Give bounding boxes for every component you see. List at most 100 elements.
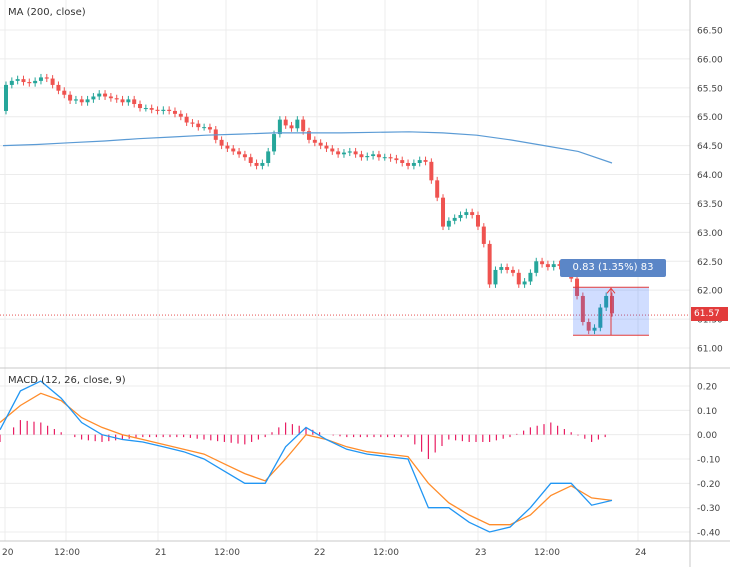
candle-body <box>522 281 527 285</box>
y-tick-label: -0.40 <box>697 529 721 539</box>
candle-body <box>429 161 434 181</box>
candle-body <box>545 264 550 268</box>
candle-body <box>540 261 545 265</box>
candle-body <box>50 78 55 85</box>
macd-legend: MACD (12, 26, close, 9) <box>8 375 126 386</box>
candle-body <box>97 93 102 97</box>
x-tick-label: 12:00 <box>214 548 240 558</box>
y-tick-label: 61.00 <box>697 345 723 355</box>
candle-body <box>21 79 26 83</box>
candle-body <box>586 321 591 331</box>
candle-body <box>481 226 486 244</box>
y-tick-label: 65.00 <box>697 113 723 123</box>
candle-body <box>167 109 172 111</box>
candle-body <box>347 151 352 153</box>
y-tick-label: 64.00 <box>697 171 723 181</box>
candle-body <box>207 127 212 130</box>
y-tick-label: 66.50 <box>697 27 723 37</box>
candle-body <box>435 180 440 198</box>
candle-body <box>336 151 341 155</box>
candle-body <box>452 217 457 221</box>
y-tick-label: -0.30 <box>697 504 721 514</box>
candle-body <box>353 151 358 155</box>
y-tick-label: -0.20 <box>697 480 721 490</box>
candle-body <box>365 156 370 158</box>
candle-body <box>470 212 475 216</box>
y-tick-label: 62.00 <box>697 287 723 297</box>
x-tick-label: 21 <box>155 548 166 558</box>
candle-body <box>301 119 306 132</box>
candle-body <box>516 272 521 285</box>
candle-body <box>161 109 166 111</box>
candle-body <box>307 131 311 140</box>
candle-body <box>33 80 38 84</box>
candle-body <box>27 82 32 84</box>
candle-body <box>295 119 300 129</box>
candle-body <box>376 154 381 158</box>
signal-line <box>0 392 613 526</box>
y-tick-label: 64.50 <box>697 142 723 152</box>
candle-body <box>237 151 242 155</box>
candle-body <box>487 243 492 285</box>
candle-body <box>557 264 562 266</box>
candle-body <box>341 152 346 155</box>
candle-body <box>406 162 411 166</box>
candle-body <box>172 110 177 114</box>
candle-body <box>114 98 119 100</box>
candle-body <box>499 267 504 270</box>
candle-body <box>289 125 294 129</box>
candle-body <box>4 84 8 111</box>
candle-body <box>231 148 236 152</box>
candle-body <box>592 327 597 331</box>
candle-body <box>155 109 160 111</box>
candle-body <box>260 162 265 166</box>
candle-body <box>56 84 61 91</box>
y-tick-label: 0.20 <box>697 383 717 393</box>
x-tick-label: 12:00 <box>373 548 399 558</box>
candle-body <box>475 215 480 227</box>
y-tick-label: 63.50 <box>697 200 723 210</box>
candle-body <box>73 99 78 101</box>
candle-body <box>318 142 323 146</box>
candle-body <box>458 215 463 218</box>
ma-legend: MA (200, close) <box>8 7 86 18</box>
candle-body <box>138 104 143 109</box>
candle-body <box>411 162 416 166</box>
candle-body <box>242 154 247 158</box>
candle-body <box>103 93 108 97</box>
candle-body <box>202 127 207 129</box>
candle-body <box>132 99 137 105</box>
candle-body <box>44 77 49 79</box>
candle-body <box>464 212 469 216</box>
candle-body <box>394 158 399 161</box>
y-tick-label: -0.10 <box>697 456 721 466</box>
candle-body <box>330 148 335 152</box>
candle-body <box>359 154 364 158</box>
candle-body <box>528 272 533 282</box>
measurement-tooltip: 0.83 (1.35%) 83 <box>560 259 666 277</box>
candle-body <box>505 267 510 270</box>
candle-body <box>277 119 282 135</box>
candle-body <box>91 96 96 100</box>
candle-body <box>441 197 446 227</box>
candle-body <box>423 160 428 162</box>
x-tick-label: 20 <box>2 548 14 558</box>
candle-body <box>68 94 73 101</box>
candle-body <box>446 220 451 227</box>
candle-body <box>149 108 154 110</box>
candle-body <box>254 162 259 166</box>
candle-body <box>196 123 201 128</box>
candle-body <box>604 295 609 308</box>
y-tick-label: 0.10 <box>697 407 717 417</box>
candle-body <box>388 157 393 159</box>
candle-body <box>38 77 43 81</box>
candle-body <box>551 264 556 268</box>
ma-line <box>2 131 613 164</box>
candle-body <box>9 80 14 85</box>
candle-body <box>272 134 277 152</box>
y-tick-label: 63.00 <box>697 229 723 239</box>
candle-body <box>417 160 422 163</box>
candle-body <box>225 145 230 149</box>
